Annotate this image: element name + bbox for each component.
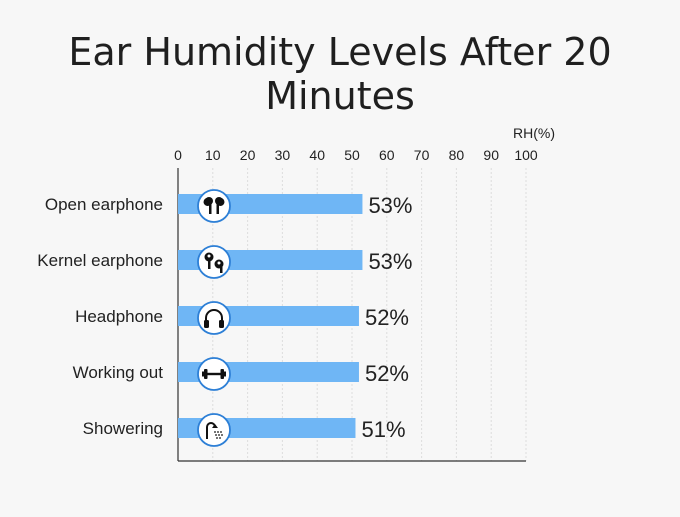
x-tick-label: 70: [414, 147, 430, 163]
x-tick-label: 20: [240, 147, 256, 163]
earbud-stem: [208, 260, 211, 269]
shower-icon: [197, 413, 231, 447]
x-tick-label: 40: [309, 147, 325, 163]
headphone-icon: [197, 301, 231, 335]
weight-end: [202, 371, 204, 377]
value-label: 53%: [368, 249, 412, 274]
axis-unit-label: RH(%): [513, 125, 555, 141]
x-tick-label: 80: [449, 147, 465, 163]
shower-head: [212, 424, 218, 428]
icon-circle: [197, 301, 231, 335]
water-drop: [219, 437, 221, 439]
ear-cup: [204, 320, 209, 328]
category-label: Working out: [73, 363, 164, 382]
kernel-earphone-icon: [197, 245, 231, 279]
x-tick-label: 30: [275, 147, 291, 163]
dumbbell-icon: [197, 357, 231, 391]
headband: [205, 309, 223, 321]
category-label: Open earphone: [45, 195, 163, 214]
x-tick-label: 50: [344, 147, 360, 163]
bar-row: Showering 51%: [83, 413, 406, 447]
water-drop: [218, 434, 220, 436]
x-tick-label: 100: [514, 147, 538, 163]
water-drop: [215, 434, 217, 436]
value-label: 52%: [365, 361, 409, 386]
bar-handle: [207, 372, 221, 376]
value-label: 52%: [365, 305, 409, 330]
weight-plate: [220, 369, 224, 379]
earbud-stem: [220, 266, 223, 273]
value-label: 51%: [361, 417, 405, 442]
icon-circle: [197, 189, 231, 223]
earbud-tip: [207, 254, 211, 258]
water-drop: [221, 434, 223, 436]
icon-circle: [197, 413, 231, 447]
category-label: Showering: [83, 419, 163, 438]
x-tick-label: 0: [174, 147, 182, 163]
x-tick-label: 90: [483, 147, 499, 163]
bar-row: Open earphone 53%: [45, 189, 412, 223]
category-label: Kernel earphone: [37, 251, 163, 270]
earbud-tip: [217, 261, 221, 265]
ear-cup: [219, 320, 224, 328]
water-drop: [214, 431, 216, 433]
value-label: 53%: [368, 193, 412, 218]
open-earphone-icon: [197, 189, 231, 223]
weight-end: [224, 371, 226, 377]
weight-plate: [204, 369, 208, 379]
icon-circle: [197, 245, 231, 279]
bar-row: Kernel earphone 53%: [37, 245, 412, 279]
x-tick-label: 60: [379, 147, 395, 163]
earbud-stem: [216, 203, 219, 214]
bar-row: Working out 52%: [73, 357, 409, 391]
water-drop: [217, 431, 219, 433]
water-drop: [220, 431, 222, 433]
bar-row: Headphone 52%: [75, 301, 409, 335]
chart-title: Ear Humidity Levels After 20 Minutes: [68, 30, 612, 118]
x-tick-label: 10: [205, 147, 221, 163]
water-drop: [216, 437, 218, 439]
category-label: Headphone: [75, 307, 163, 326]
earbud-stem: [209, 203, 212, 214]
